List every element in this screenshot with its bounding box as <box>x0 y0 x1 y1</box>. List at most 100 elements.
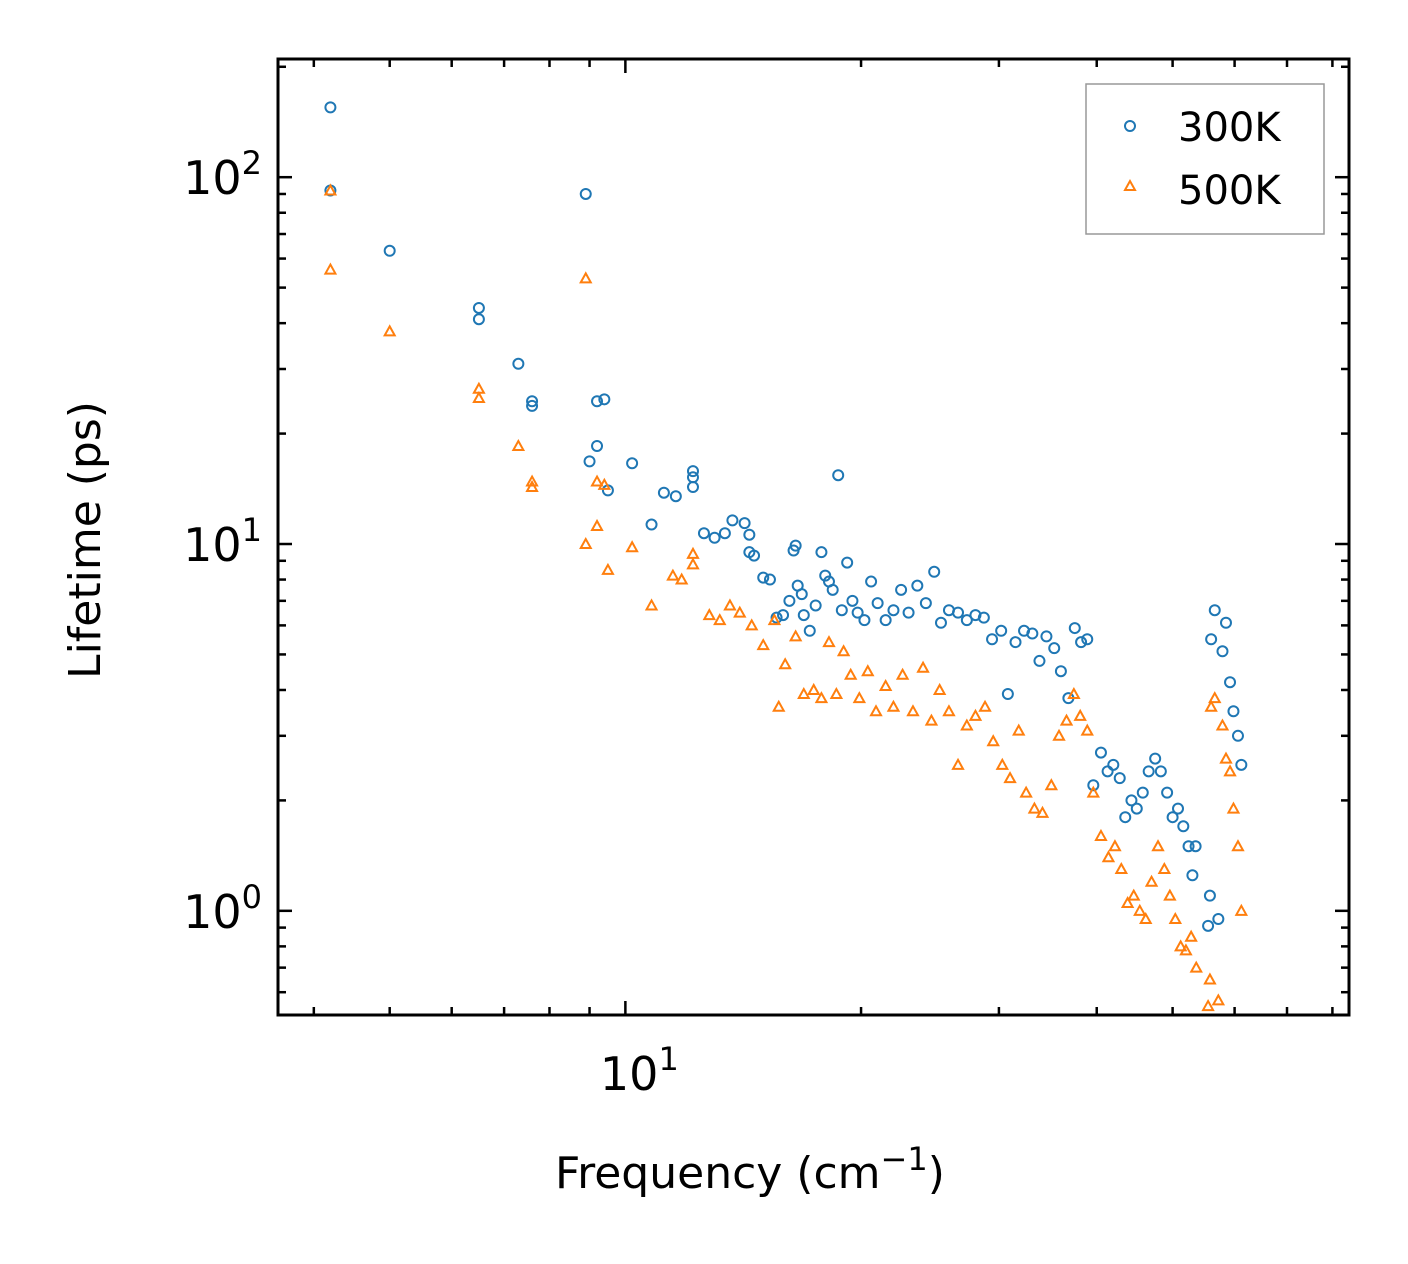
data-point-500k <box>778 657 792 670</box>
data-point-500k <box>1234 903 1249 916</box>
data-point-300k <box>1087 779 1100 792</box>
data-point-500k <box>814 691 829 704</box>
data-point-300k <box>743 528 756 541</box>
data-point-300k <box>686 481 699 494</box>
y-tick-label: 102 <box>183 144 262 205</box>
data-point-300k <box>1075 636 1088 649</box>
data-point-500k <box>807 682 821 695</box>
y-tick-label: 100 <box>183 878 262 939</box>
data-point-300k <box>826 583 839 596</box>
data-point-300k <box>871 597 884 610</box>
data-point-300k <box>1142 765 1155 778</box>
data-point-500k <box>852 691 867 704</box>
data-point-300k <box>645 518 658 531</box>
data-point-500k <box>1019 785 1033 798</box>
data-point-300k <box>526 395 539 408</box>
data-point-300k <box>579 187 592 200</box>
data-point-500k <box>590 474 604 487</box>
data-point-300k <box>763 573 776 586</box>
data-point-500k <box>886 699 901 712</box>
data-point-500k <box>986 734 1000 747</box>
data-point-500k <box>767 613 782 626</box>
data-point-500k <box>525 479 539 493</box>
data-point-300k <box>1231 729 1244 742</box>
data-point-300k <box>977 611 990 624</box>
data-point-300k <box>1177 820 1190 833</box>
data-point-300k <box>1130 802 1143 815</box>
data-point-300k <box>324 101 337 114</box>
data-point-300k <box>1119 811 1132 824</box>
data-point-500k <box>1139 911 1153 924</box>
legend-label-500k: 500K <box>1178 168 1282 214</box>
data-point-300k <box>1009 636 1022 649</box>
data-point-300k <box>1202 919 1215 932</box>
legend-marker-300k <box>1124 120 1136 132</box>
data-point-300k <box>851 606 864 619</box>
data-point-300k <box>1154 765 1167 778</box>
data-point-500k <box>1203 972 1217 985</box>
data-point-300k <box>591 440 604 453</box>
data-point-500k <box>1067 686 1081 700</box>
data-point-500k <box>843 667 858 680</box>
data-point-300k <box>841 556 854 569</box>
data-point-300k <box>1094 746 1107 759</box>
y-axis-label: Lifetime (ps) <box>60 401 111 679</box>
data-point-300k <box>911 579 924 592</box>
data-point-500k <box>1223 764 1237 777</box>
data-point-300k <box>626 457 639 470</box>
data-point-500k <box>924 713 939 726</box>
data-point-500k <box>644 598 659 611</box>
tick-labels: 101 100 101 102 <box>183 144 679 1101</box>
data-point-300k <box>383 244 396 257</box>
data-point-500k <box>836 644 851 657</box>
plot-frame <box>276 57 1351 1017</box>
data-point-500k <box>788 629 803 642</box>
data-point-500k <box>797 686 811 700</box>
data-point-500k <box>895 667 910 680</box>
data-point-500k <box>968 708 983 721</box>
data-point-500k <box>756 638 770 651</box>
data-point-500k <box>472 390 486 404</box>
data-point-500k <box>1173 939 1188 952</box>
data-point-300k <box>902 606 915 619</box>
data-point-300k <box>1182 840 1195 853</box>
data-point-300k <box>669 490 682 503</box>
data-point-500k <box>702 608 717 621</box>
data-point-300k <box>1212 912 1225 925</box>
data-point-300k <box>1054 665 1067 678</box>
data-point-300k <box>598 393 611 406</box>
data-point-500k <box>1215 718 1230 731</box>
data-point-300k <box>708 531 721 544</box>
data-point-300k <box>1113 772 1126 785</box>
data-point-500k <box>1208 691 1222 704</box>
data-point-300k <box>472 301 485 314</box>
data-point-500k <box>1226 801 1241 814</box>
data-point-500k <box>1120 895 1135 909</box>
data-point-500k <box>511 438 526 452</box>
data-point-300k <box>1125 794 1138 807</box>
data-point-300k <box>738 517 751 530</box>
data-point-300k <box>1048 642 1061 655</box>
data-point-500k <box>1073 708 1087 721</box>
data-point-500k <box>1151 839 1165 852</box>
data-point-300k <box>697 527 710 540</box>
data-point-300k <box>1033 654 1046 667</box>
data-point-500k <box>772 699 786 712</box>
data-point-300k <box>815 546 828 559</box>
data-point-500k <box>1052 728 1066 741</box>
data-point-500k <box>878 678 893 692</box>
data-point-500k <box>829 686 844 700</box>
data-point-500k <box>861 664 875 677</box>
legend-label-300k: 300K <box>1178 105 1282 151</box>
data-point-500k <box>579 536 593 550</box>
data-point-300k <box>887 604 900 617</box>
data-point-500k <box>1211 993 1226 1006</box>
data-point-300k <box>1166 811 1179 824</box>
data-point-300k <box>1172 802 1185 815</box>
data-point-500k <box>323 262 338 275</box>
data-point-500k <box>932 682 947 695</box>
data-point-300k <box>1101 765 1114 778</box>
data-point-300k <box>1107 758 1120 771</box>
data-point-500k <box>323 183 338 196</box>
